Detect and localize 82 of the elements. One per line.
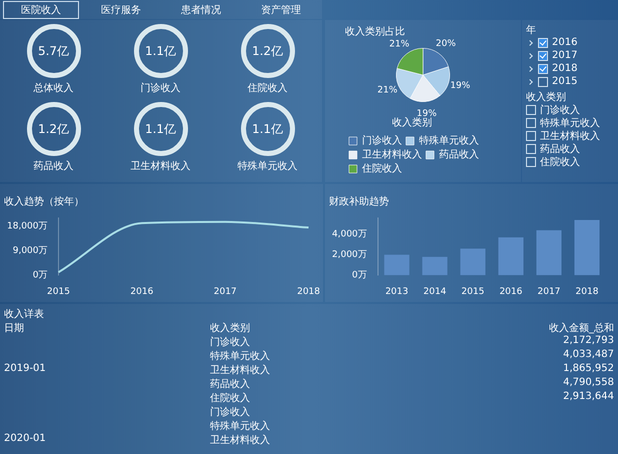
category-label: 特殊单元收入 [210,351,270,362]
category-label: 门诊收入 [210,337,250,348]
x-tick-label: 2013 [385,286,408,297]
bar [422,256,448,276]
bar [384,254,410,276]
legend-label: 门诊收入 [362,134,402,147]
x-tick-label: 2015 [461,286,484,297]
text: 日期 [4,323,24,334]
text: 医疗服务 [101,4,141,16]
text: 年 [526,24,536,36]
text: 医院收入 [21,4,61,16]
text: 收入类别 [210,323,250,334]
text: 4,033,487 [563,349,614,360]
chart-title: 收入类别占比 [345,26,405,38]
y-tick-label: 9,000万 [12,246,48,256]
bar [574,220,600,276]
category-label: 卫生材料收入 [130,161,190,172]
text: 特殊单元收入 [540,116,600,130]
legend-label: 药品收入 [439,148,479,161]
data-label: 21% [377,86,398,96]
y-tick-label: 4,000万 [332,230,367,240]
data-label: 20% [436,38,456,49]
text: 1.1亿 [144,122,176,136]
category-label: 卫生材料收入 [210,435,270,446]
category-label: 总体收入 [34,83,74,94]
x-tick-label: 2016 [130,286,154,297]
x-tick-label: 2017 [214,286,237,297]
text: 2,172,793 [563,335,614,346]
category-label: 药品收入 [210,379,250,390]
category-label: 门诊收入 [140,83,180,94]
legend-label: 住院收入 [362,162,402,175]
text: 药品收入 [540,142,580,156]
text: 1.1亿 [144,44,176,58]
text: 5.7亿 [38,44,70,58]
category-label: 2016 [552,37,578,48]
legend-label: 卫生材料收入 [362,148,422,161]
text: 1.2亿 [252,44,284,58]
text: 门诊收入 [540,104,580,116]
text: 4,790,558 [563,377,614,388]
category-label: 门诊收入 [210,407,250,418]
data-label: 19% [450,81,471,92]
chart-title: 收入趋势（按年） [4,196,84,208]
bar [498,237,524,276]
category-label: 2017 [552,50,578,61]
category-label: 特殊单元收入 [210,421,270,432]
text: 1,865,952 [563,363,614,374]
x-tick-label: 2015 [47,286,70,297]
category-label: 卫生材料收入 [210,365,270,376]
category-label: 住院收入 [210,393,250,404]
text: 2019-01 [4,363,46,374]
text: 患者情况 [181,4,221,16]
category-label: 药品收入 [34,161,74,172]
y-tick-label: 0万 [32,270,48,281]
x-tick-label: 2018 [576,286,599,297]
category-label: 特殊单元收入 [238,161,298,172]
x-tick-label: 2017 [537,286,560,297]
text: 收入金额_总和 [549,323,614,334]
y-tick-label: 0万 [352,270,367,281]
line-series [57,220,310,274]
text: 资产管理 [261,4,301,16]
category-label: 2018 [552,63,578,74]
text: 卫生材料收入 [540,130,600,142]
chart-title: 财政补助趋势 [329,196,389,208]
text: 住院收入 [540,156,580,168]
y-tick-label: 18,000万 [6,222,48,232]
bar [460,248,486,276]
x-tick-label: 2018 [297,286,320,297]
category-label: 2015 [552,76,578,87]
text: 收入类别 [526,90,566,104]
text: 收入详表 [4,309,44,320]
legend-title: 收入类别 [392,116,432,129]
data-label: 21% [389,40,410,50]
x-tick-label: 2016 [499,286,523,297]
text: 2020-01 [4,433,46,444]
text: 2,913,644 [563,391,614,402]
text: 1.2亿 [38,122,70,136]
bar [536,230,562,276]
text: 1.1亿 [252,122,284,136]
x-tick-label: 2014 [423,286,447,297]
legend-label: 特殊单元收入 [419,134,479,147]
y-tick-label: 2,000万 [332,250,367,260]
category-label: 住院收入 [248,83,288,94]
